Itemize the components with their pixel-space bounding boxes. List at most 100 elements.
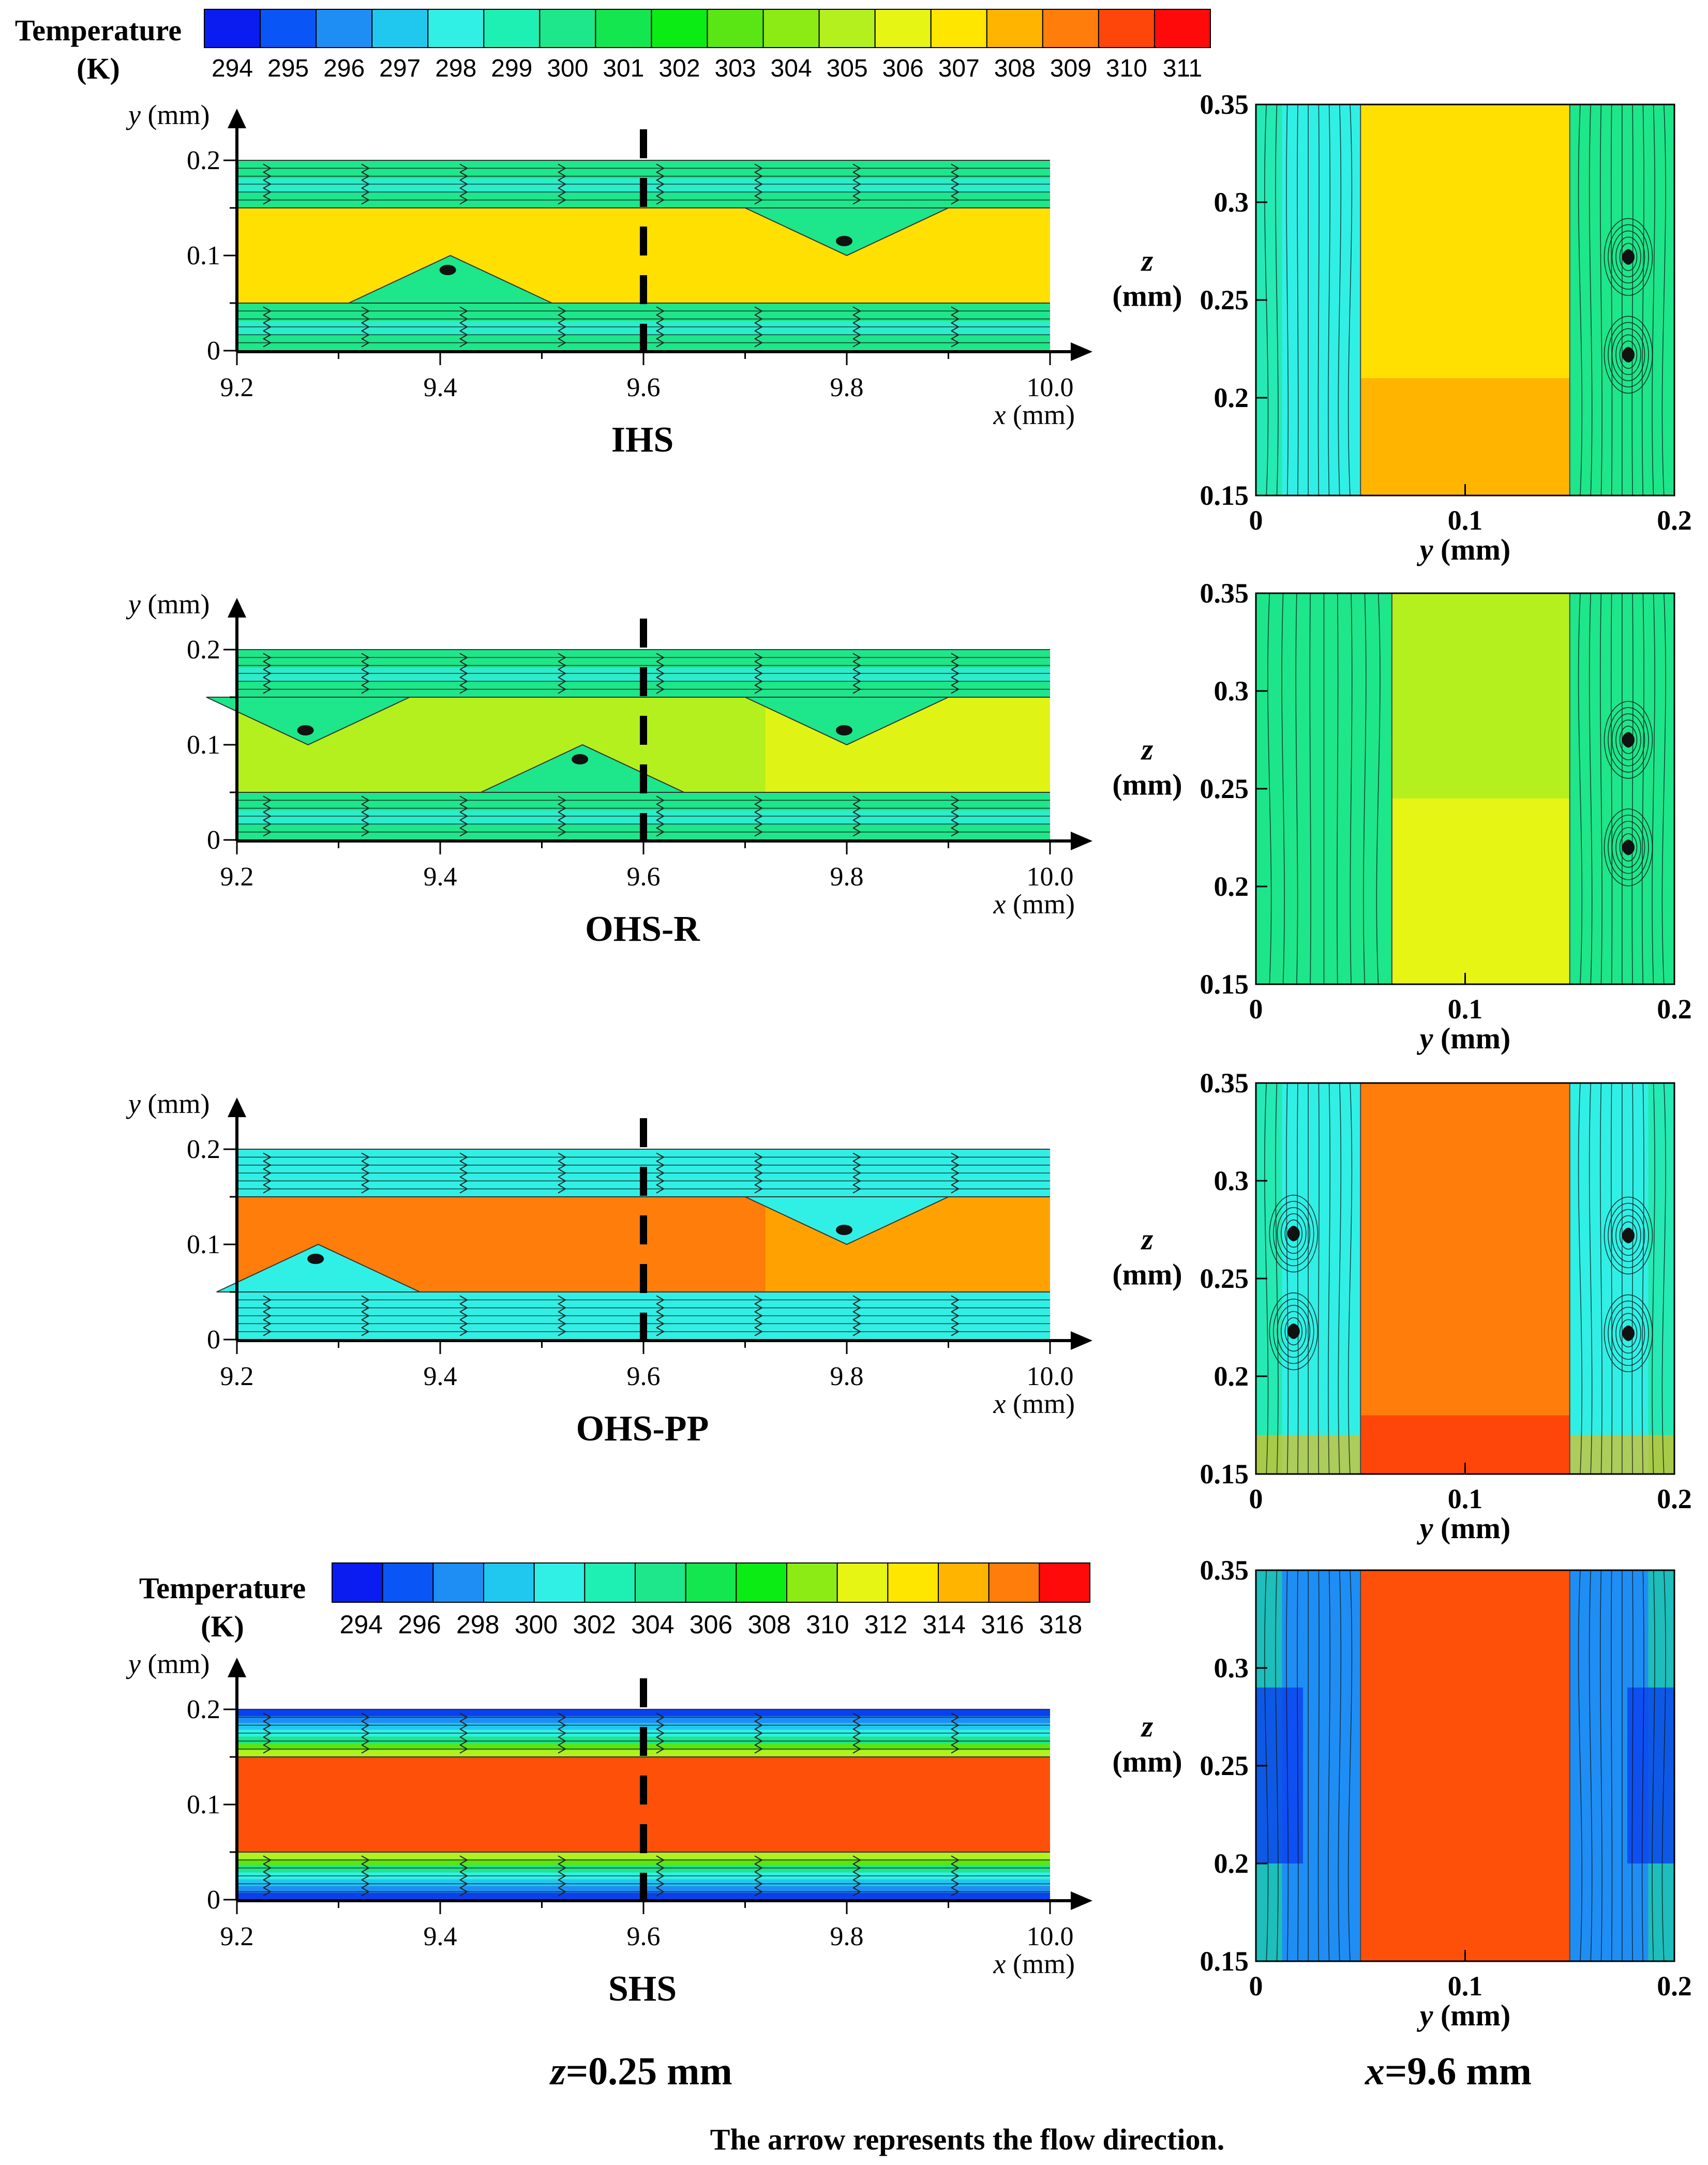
flow-arrow [558,669,567,678]
flow-arrow [656,1712,665,1722]
flow-arrow [951,1728,960,1738]
flow-arrow [361,669,370,678]
channel-band [237,1716,1050,1724]
flow-arrow [361,1887,370,1897]
streamline [1599,1570,1602,1962]
flow-arrow [558,195,567,205]
y-tick-label: 0 [207,825,220,855]
y-tick-label: 0 [207,1325,220,1355]
flow-arrow [263,1887,272,1897]
flow-arrow [558,803,567,813]
streamline [1328,104,1331,496]
flow-arrow [459,653,469,663]
y-axis-unit: (mm) [1433,1021,1510,1055]
cross-section-2: 0.150.20.250.30.350 0.1 0.2y (mm)z(mm) [1112,578,1691,1055]
z-tick-label: 0.15 [1200,1459,1249,1490]
flow-arrow [558,338,567,348]
legend-swatch [1153,9,1211,48]
flow-arrow [852,1887,862,1897]
y-axis-label: y (mm) [126,1648,209,1679]
flow-arrow [852,1311,862,1320]
flow-arrow [656,1184,665,1194]
panel-ohs-r: 00.10.29.2 9.4 9.6 9.8 10.0y (mm)x (mm)OHS-R [126,589,1092,949]
legend-swatch [938,1562,990,1603]
legend-swatch [836,1562,889,1603]
vortex-core [572,754,589,764]
flow-arrow [656,1728,665,1738]
y-axis-arrowhead [228,1658,246,1677]
vortex-ring [1611,230,1645,284]
legend-tick-label: 300 [515,1610,558,1639]
flow-arrow [558,1879,567,1889]
flow-arrow [951,669,960,678]
legend-swatch [595,9,652,48]
flow-arrow [459,322,469,332]
channel-band [237,1723,1050,1731]
flow-arrow [459,1160,469,1170]
flow-arrow [951,322,960,332]
flow-arrow [656,676,665,686]
flow-arrow [754,1744,763,1754]
y-tick-label: 0.2 [187,1695,220,1724]
flow-arrow [459,811,469,821]
flow-arrow [558,1295,567,1305]
streamline [1337,593,1339,985]
flow-arrow [852,676,862,686]
y-tick-label: 0.2 [1657,505,1692,536]
streamline [1328,1570,1331,1962]
flow-arrow [852,1295,862,1305]
flow-arrow [361,314,370,324]
flow-arrow [951,1887,960,1897]
streamline [1317,104,1320,496]
flow-arrow [951,1160,960,1170]
z-tick-label: 0.35 [1200,1555,1249,1586]
flow-arrow [852,669,862,678]
flow-arrow [263,1879,272,1889]
flow-arrow [951,163,960,173]
panel-title: OHS-PP [576,1409,709,1449]
y-tick-label: 0 [1249,1971,1263,2002]
x-tick-label: 9.8 [830,862,864,892]
flow-arrow [754,819,763,829]
flow-arrow [852,163,862,173]
vortex-ring [1604,701,1653,779]
vortex-ring [1281,1213,1307,1254]
vortex-ring [1611,1306,1645,1360]
x-axis-unit: (mm) [1006,399,1075,430]
flow-arrow [361,1712,370,1722]
flow-arrow [852,1168,862,1178]
legend-swatch [427,9,485,48]
flow-arrow [361,1327,370,1336]
flow-arrow [263,195,272,205]
legend-tick-label: 297 [379,55,421,82]
flow-arrow [951,338,960,348]
flow-arrow [361,330,370,340]
flow-arrow [459,1712,469,1722]
vortex-ring [1608,1300,1649,1366]
flow-arrow [852,330,862,340]
streamline [1599,1082,1602,1475]
legend-tick-label: 303 [714,55,756,82]
streamline [1347,1570,1353,1962]
flow-arrow [361,322,370,332]
z-tick-label: 0.15 [1200,1946,1249,1977]
flow-arrow [754,669,763,678]
flow-arrow [656,669,665,678]
flow-arrow [263,330,272,340]
legend-tick-label: 294 [340,1610,383,1639]
vortex-ring [1619,833,1638,862]
flow-arrow [263,322,272,332]
y-axis-var: y [126,1648,141,1679]
y-axis-unit: (mm) [141,1648,209,1679]
flow-arrow [754,653,763,663]
flow-arrow [361,827,370,837]
x-tick-label: 9.4 [424,373,457,402]
z-tick-label: 0.15 [1200,480,1249,511]
flow-arrow [459,306,469,316]
flow-arrow [459,660,469,670]
z-axis-label-var: z [1141,732,1153,766]
z-axis-label-unit: (mm) [1112,768,1182,801]
flow-arrow [754,676,763,686]
flow-arrow [361,1736,370,1746]
flow-arrow [558,163,567,173]
